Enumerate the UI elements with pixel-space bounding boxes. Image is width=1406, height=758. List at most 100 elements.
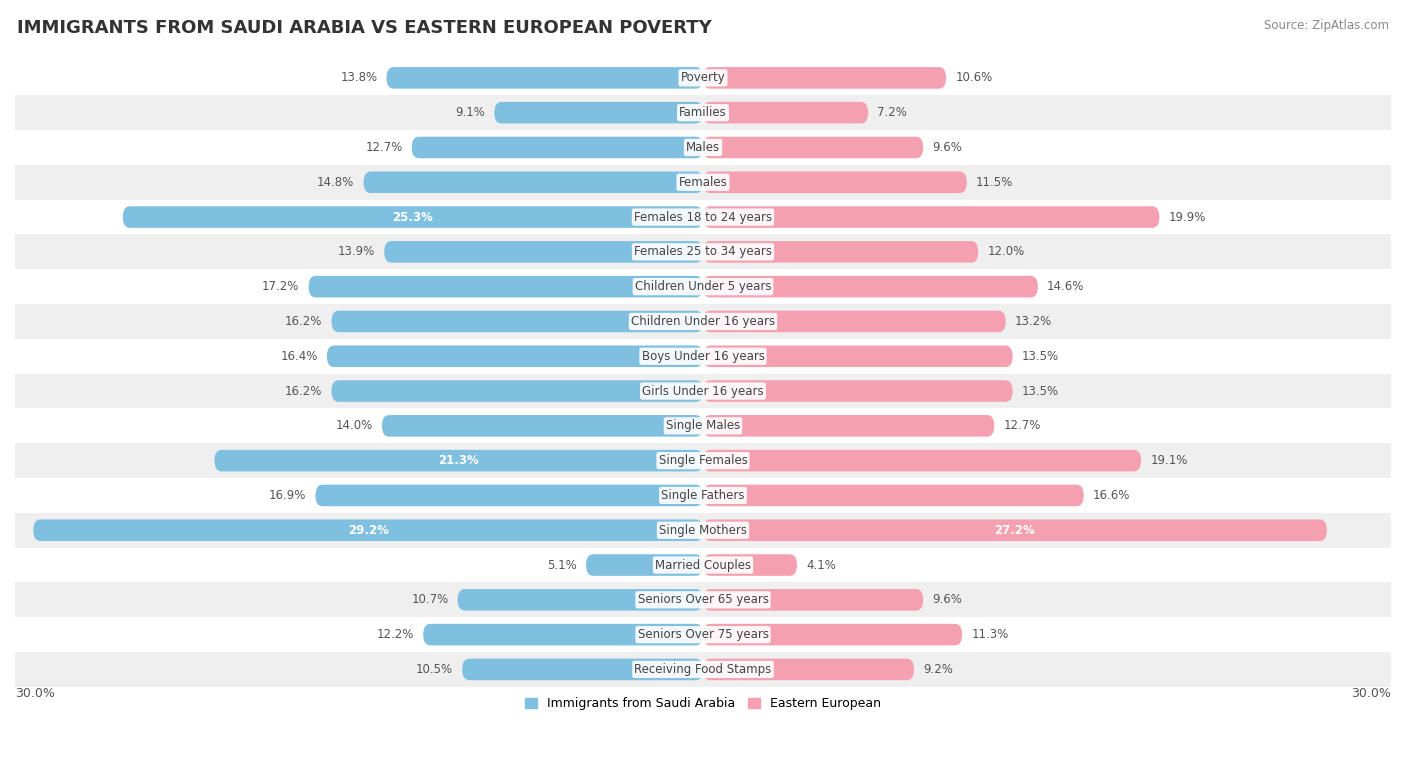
Text: 13.2%: 13.2% [1015,315,1052,328]
Text: 14.6%: 14.6% [1047,280,1084,293]
Bar [15,61,1391,96]
Text: Single Females: Single Females [658,454,748,467]
Legend: Immigrants from Saudi Arabia, Eastern European: Immigrants from Saudi Arabia, Eastern Eu… [520,692,886,715]
Text: Females: Females [679,176,727,189]
FancyBboxPatch shape [703,449,1142,471]
FancyBboxPatch shape [315,484,703,506]
FancyBboxPatch shape [463,659,703,680]
Text: 17.2%: 17.2% [262,280,299,293]
FancyBboxPatch shape [703,519,1327,541]
Text: Receiving Food Stamps: Receiving Food Stamps [634,663,772,676]
FancyBboxPatch shape [215,449,703,471]
Text: 12.7%: 12.7% [366,141,402,154]
Bar [15,374,1391,409]
FancyBboxPatch shape [382,415,703,437]
Bar [15,96,1391,130]
Text: 27.2%: 27.2% [994,524,1035,537]
Text: Source: ZipAtlas.com: Source: ZipAtlas.com [1264,19,1389,32]
Text: 12.2%: 12.2% [377,628,413,641]
FancyBboxPatch shape [703,102,868,124]
FancyBboxPatch shape [703,311,1005,332]
Bar [15,234,1391,269]
FancyBboxPatch shape [703,484,1084,506]
FancyBboxPatch shape [703,415,994,437]
Bar [15,478,1391,513]
FancyBboxPatch shape [387,67,703,89]
Text: Families: Families [679,106,727,119]
Text: 14.8%: 14.8% [318,176,354,189]
Text: 14.0%: 14.0% [336,419,373,432]
Text: 11.5%: 11.5% [976,176,1014,189]
FancyBboxPatch shape [332,311,703,332]
Text: Poverty: Poverty [681,71,725,84]
Text: 16.9%: 16.9% [269,489,307,502]
Text: 16.2%: 16.2% [285,384,322,397]
FancyBboxPatch shape [364,171,703,193]
Text: 13.9%: 13.9% [337,246,375,258]
Bar [15,443,1391,478]
Bar [15,269,1391,304]
FancyBboxPatch shape [703,241,979,263]
FancyBboxPatch shape [34,519,703,541]
Text: Children Under 16 years: Children Under 16 years [631,315,775,328]
Text: 9.6%: 9.6% [932,141,962,154]
Text: Boys Under 16 years: Boys Under 16 years [641,349,765,363]
FancyBboxPatch shape [412,136,703,158]
Text: Single Fathers: Single Fathers [661,489,745,502]
Text: 30.0%: 30.0% [15,687,55,700]
Text: 9.1%: 9.1% [456,106,485,119]
FancyBboxPatch shape [703,276,1038,297]
Text: 11.3%: 11.3% [972,628,1008,641]
Text: 13.8%: 13.8% [340,71,377,84]
FancyBboxPatch shape [332,381,703,402]
Text: 16.6%: 16.6% [1092,489,1130,502]
FancyBboxPatch shape [495,102,703,124]
Text: 9.6%: 9.6% [932,594,962,606]
Bar [15,652,1391,687]
Bar [15,617,1391,652]
Text: 5.1%: 5.1% [547,559,576,572]
Text: 7.2%: 7.2% [877,106,907,119]
FancyBboxPatch shape [384,241,703,263]
Text: 4.1%: 4.1% [806,559,837,572]
FancyBboxPatch shape [703,554,797,576]
Text: 21.3%: 21.3% [439,454,479,467]
Bar [15,165,1391,199]
FancyBboxPatch shape [703,589,924,611]
Text: 10.5%: 10.5% [416,663,453,676]
Bar [15,304,1391,339]
Text: 12.0%: 12.0% [987,246,1025,258]
Bar [15,582,1391,617]
FancyBboxPatch shape [703,381,1012,402]
FancyBboxPatch shape [326,346,703,367]
FancyBboxPatch shape [586,554,703,576]
Text: 29.2%: 29.2% [347,524,388,537]
Text: 13.5%: 13.5% [1022,384,1059,397]
Bar [15,547,1391,582]
Text: Seniors Over 65 years: Seniors Over 65 years [637,594,769,606]
FancyBboxPatch shape [308,276,703,297]
Text: 19.1%: 19.1% [1150,454,1188,467]
Text: 9.2%: 9.2% [924,663,953,676]
Text: Single Mothers: Single Mothers [659,524,747,537]
Text: Females 25 to 34 years: Females 25 to 34 years [634,246,772,258]
FancyBboxPatch shape [122,206,703,228]
FancyBboxPatch shape [703,206,1160,228]
FancyBboxPatch shape [703,67,946,89]
Bar [15,199,1391,234]
Text: Males: Males [686,141,720,154]
FancyBboxPatch shape [703,659,914,680]
Text: 19.9%: 19.9% [1168,211,1206,224]
Text: 13.5%: 13.5% [1022,349,1059,363]
Bar [15,513,1391,547]
FancyBboxPatch shape [457,589,703,611]
Text: Married Couples: Married Couples [655,559,751,572]
FancyBboxPatch shape [703,346,1012,367]
Text: 25.3%: 25.3% [392,211,433,224]
Bar [15,130,1391,165]
Text: Single Males: Single Males [666,419,740,432]
Text: 10.7%: 10.7% [411,594,449,606]
FancyBboxPatch shape [703,136,924,158]
FancyBboxPatch shape [423,624,703,645]
Text: Children Under 5 years: Children Under 5 years [634,280,772,293]
